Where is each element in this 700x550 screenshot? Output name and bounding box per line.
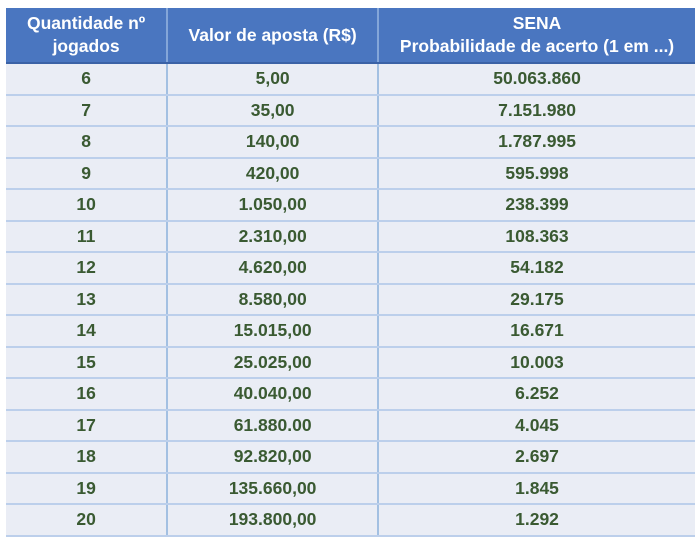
cell-quantidade: 13	[6, 283, 168, 316]
cell-probabilidade: 50.063.860	[377, 63, 695, 96]
cell-quantidade: 15	[6, 346, 168, 379]
cell-quantidade: 11	[6, 220, 168, 253]
cell-probabilidade: 6.252	[377, 378, 695, 411]
probability-table-container: Quantidade nº jogados Valor de aposta (R…	[6, 8, 695, 537]
table-row: 20 193.800,00 1.292	[6, 504, 695, 537]
table-row: 13 8.580,00 29.175	[6, 283, 695, 316]
cell-valor-aposta: 8.580,00	[166, 283, 379, 316]
cell-valor-aposta: 92.820,00	[166, 441, 379, 474]
cell-probabilidade: 7.151.980	[377, 94, 695, 127]
cell-quantidade: 19	[6, 472, 168, 505]
table-row: 8 140,00 1.787.995	[6, 126, 695, 159]
cell-quantidade: 12	[6, 252, 168, 285]
table-row: 10 1.050,00 238.399	[6, 189, 695, 222]
table-row: 18 92.820,00 2.697	[6, 441, 695, 474]
table-row: 19 135.660,00 1.845	[6, 472, 695, 505]
cell-quantidade: 17	[6, 409, 168, 442]
cell-probabilidade: 238.399	[377, 189, 695, 222]
cell-valor-aposta: 35,00	[166, 94, 379, 127]
table-row: 6 5,00 50.063.860	[6, 63, 695, 96]
table-row: 7 35,00 7.151.980	[6, 94, 695, 127]
cell-valor-aposta: 40.040,00	[166, 378, 379, 411]
cell-quantidade: 7	[6, 94, 168, 127]
cell-valor-aposta: 5,00	[166, 63, 379, 96]
cell-probabilidade: 10.003	[377, 346, 695, 379]
cell-valor-aposta: 1.050,00	[166, 189, 379, 222]
cell-valor-aposta: 61.880.00	[166, 409, 379, 442]
cell-probabilidade: 108.363	[377, 220, 695, 253]
cell-quantidade: 20	[6, 504, 168, 537]
cell-quantidade: 10	[6, 189, 168, 222]
cell-probabilidade: 2.697	[377, 441, 695, 474]
cell-valor-aposta: 25.025,00	[166, 346, 379, 379]
table-row: 9 420,00 595.998	[6, 157, 695, 190]
cell-probabilidade: 595.998	[377, 157, 695, 190]
cell-quantidade: 18	[6, 441, 168, 474]
cell-probabilidade: 1.845	[377, 472, 695, 505]
cell-valor-aposta: 193.800,00	[166, 504, 379, 537]
cell-valor-aposta: 2.310,00	[166, 220, 379, 253]
table-row: 16 40.040,00 6.252	[6, 378, 695, 411]
header-sena-probabilidade: SENA Probabilidade de acerto (1 em ...)	[377, 8, 695, 64]
table-row: 14 15.015,00 16.671	[6, 315, 695, 348]
cell-quantidade: 14	[6, 315, 168, 348]
sena-probability-table: Quantidade nº jogados Valor de aposta (R…	[6, 8, 695, 537]
table-row: 17 61.880.00 4.045	[6, 409, 695, 442]
cell-valor-aposta: 15.015,00	[166, 315, 379, 348]
table-body: 6 5,00 50.063.860 7 35,00 7.151.980 8 14…	[6, 63, 695, 537]
cell-quantidade: 16	[6, 378, 168, 411]
table-header: Quantidade nº jogados Valor de aposta (R…	[6, 8, 695, 64]
table-row: 11 2.310,00 108.363	[6, 220, 695, 253]
cell-probabilidade: 29.175	[377, 283, 695, 316]
cell-probabilidade: 16.671	[377, 315, 695, 348]
header-quantidade-jogados: Quantidade nº jogados	[6, 8, 168, 64]
cell-valor-aposta: 4.620,00	[166, 252, 379, 285]
table-row: 15 25.025,00 10.003	[6, 346, 695, 379]
cell-probabilidade: 1.292	[377, 504, 695, 537]
cell-valor-aposta: 140,00	[166, 126, 379, 159]
header-valor-aposta: Valor de aposta (R$)	[166, 8, 379, 64]
cell-quantidade: 9	[6, 157, 168, 190]
cell-quantidade: 8	[6, 126, 168, 159]
cell-quantidade: 6	[6, 63, 168, 96]
table-row: 12 4.620,00 54.182	[6, 252, 695, 285]
header-row: Quantidade nº jogados Valor de aposta (R…	[6, 8, 695, 64]
cell-probabilidade: 54.182	[377, 252, 695, 285]
cell-valor-aposta: 135.660,00	[166, 472, 379, 505]
cell-probabilidade: 1.787.995	[377, 126, 695, 159]
cell-valor-aposta: 420,00	[166, 157, 379, 190]
cell-probabilidade: 4.045	[377, 409, 695, 442]
